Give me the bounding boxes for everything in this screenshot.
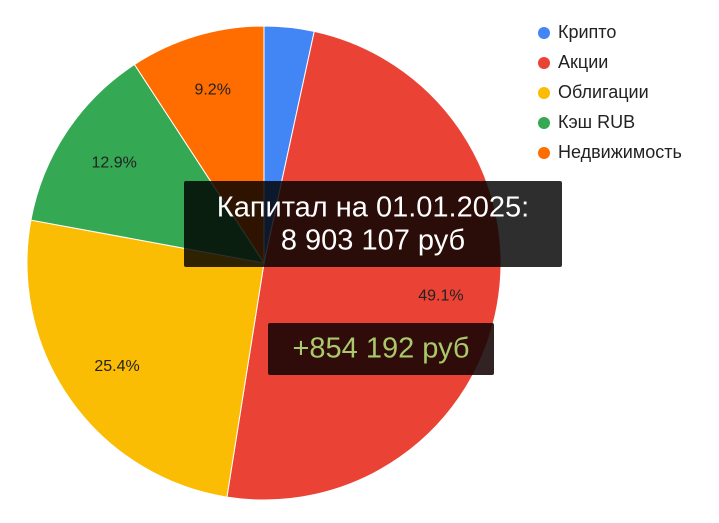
legend-marker	[538, 87, 550, 99]
legend-marker	[538, 27, 550, 39]
legend-label: Недвижимость	[558, 142, 682, 162]
legend: Крипто Акции Облигации Кэш RUB Недвижимость	[538, 22, 682, 162]
legend-marker	[538, 147, 550, 159]
annotation: Капитал на 01.01.2025:	[217, 192, 529, 224]
annotation: +854 192 руб	[292, 333, 469, 365]
annotation-box	[268, 323, 494, 375]
slice-label: 12.9%	[91, 154, 136, 171]
annotation: 8 903 107 руб	[281, 225, 465, 257]
slice-label: 9.2%	[194, 82, 230, 99]
legend-label: Кэш RUB	[558, 112, 635, 132]
slice	[26, 219, 265, 498]
legend-label: Акции	[558, 52, 608, 72]
legend-label: Крипто	[558, 22, 616, 42]
legend-label: Облигации	[558, 82, 649, 102]
legend-marker	[538, 117, 550, 129]
legend-marker	[538, 57, 550, 69]
annotation-box	[184, 181, 562, 267]
slice-label: 49.1%	[418, 287, 463, 304]
slice-label: 25.4%	[94, 358, 139, 375]
